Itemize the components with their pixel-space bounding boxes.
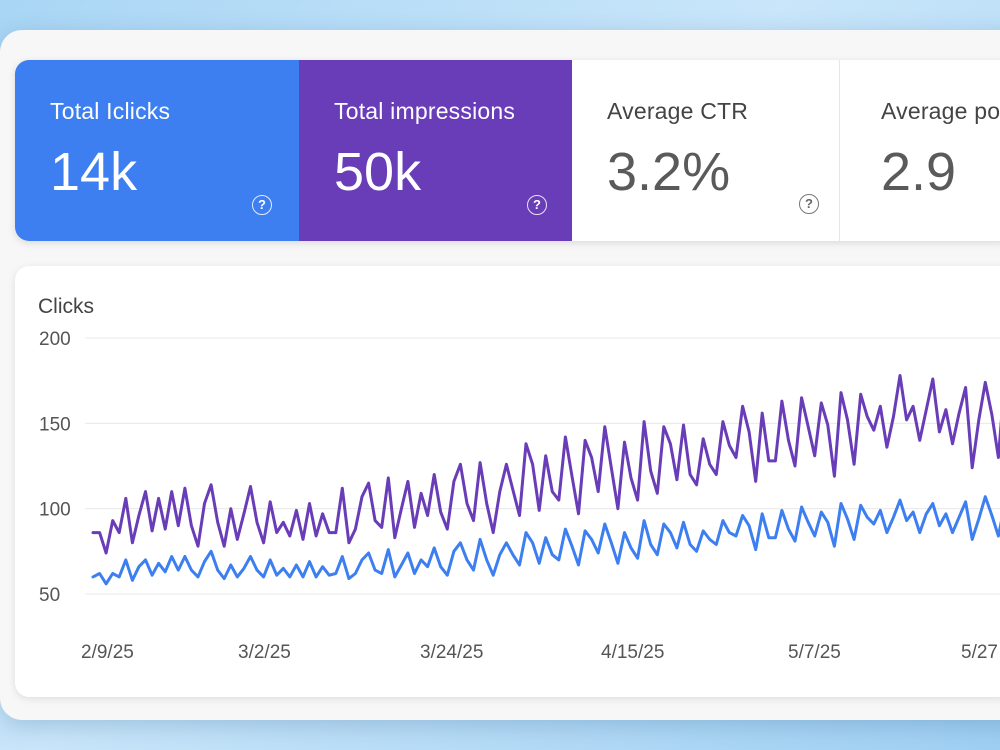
x-tick-label: 2/9/25 [81,642,134,663]
total-impressions-label: Total impressions [334,98,516,124]
metric-cards: Total Iclicks 14k ? Total impressions 50… [15,60,1000,241]
average-position-value: 2.9 [881,142,957,202]
clicks-series-line [91,495,1000,586]
y-tick-label: 200 [39,329,71,350]
help-icon[interactable]: ? [799,194,819,214]
clicks-chart-card: Clicks 200 150 100 50 2/9/25 3/2/25 3/24/25 4/15… [15,266,1000,697]
y-axis-label: Clicks [38,295,94,318]
x-tick-label: 3/24/25 [420,642,483,663]
impressions-series-line [91,374,1000,555]
total-clicks-label: Total Iclicks [50,98,171,124]
x-tick-label: 5/27 [961,642,998,663]
x-tick-label: 4/15/25 [601,642,664,663]
y-tick-label: 50 [39,585,60,606]
average-ctr-label: Average CTR [607,98,749,124]
average-ctr-card[interactable]: Average CTR 3.2% ? [572,60,840,241]
y-tick-label: 100 [39,500,71,521]
x-tick-label: 3/2/25 [238,642,291,663]
clicks-chart: Clicks 200 150 100 50 2/9/25 3/2/25 3/24/25 4/15… [38,295,1000,663]
help-icon[interactable]: ? [252,195,272,215]
total-clicks-card[interactable]: Total Iclicks 14k ? [15,60,299,241]
total-clicks-value: 14k [50,142,138,202]
average-position-card[interactable]: Average pos 2.9 [840,60,1000,241]
help-icon[interactable]: ? [527,195,547,215]
average-ctr-value: 3.2% [607,142,731,202]
total-impressions-value: 50k [334,142,422,202]
y-tick-label: 150 [39,414,71,435]
total-impressions-card[interactable]: Total impressions 50k ? [299,60,572,241]
average-position-label: Average pos [881,98,1000,124]
x-tick-label: 5/7/25 [788,642,841,663]
